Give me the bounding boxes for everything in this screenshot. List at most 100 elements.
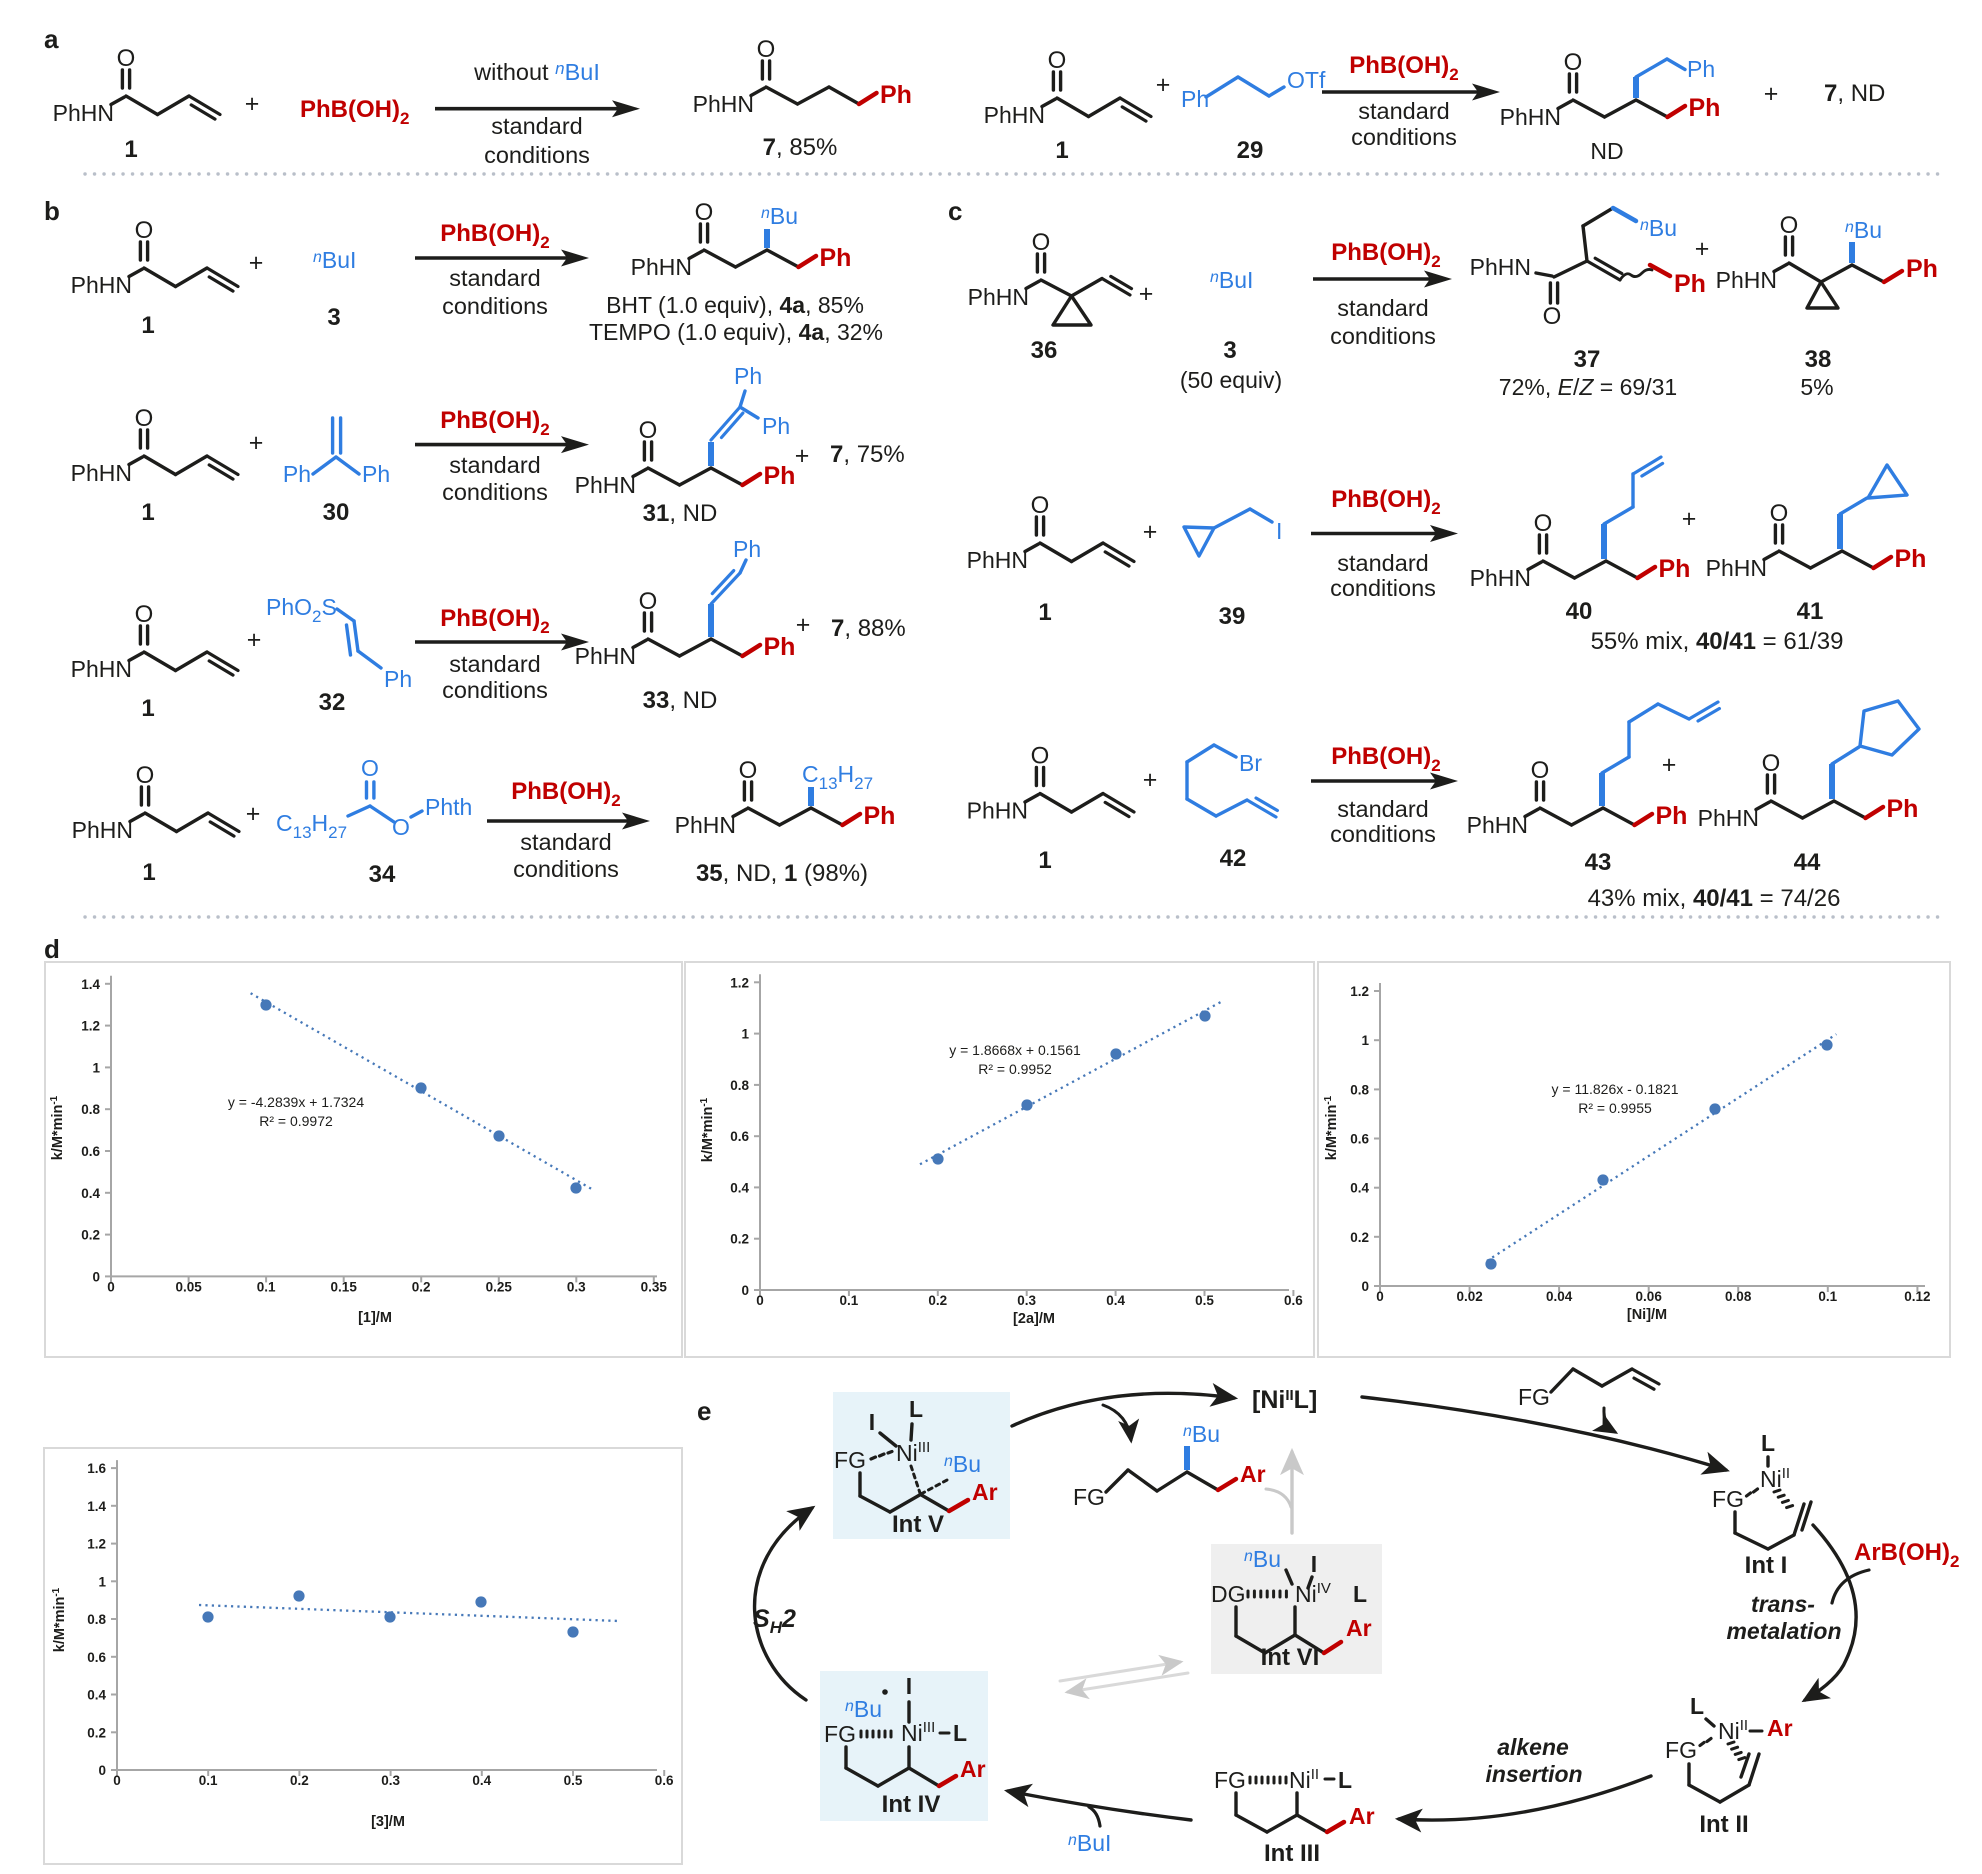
svg-text:55% mix, 40/41 = 61/39: 55% mix, 40/41 = 61/39 [1591, 628, 1844, 655]
svg-text:standard: standard [449, 265, 540, 291]
svg-text:1.4: 1.4 [81, 977, 100, 992]
svg-text:43: 43 [1585, 849, 1612, 876]
svg-text:PhB(OH)2: PhB(OH)2 [440, 605, 549, 637]
svg-text:0.15: 0.15 [331, 1279, 358, 1294]
svg-text:34: 34 [369, 861, 396, 888]
svg-text:1: 1 [1038, 599, 1051, 626]
svg-text:conditions: conditions [484, 142, 590, 168]
svg-text:R² = 0.9972: R² = 0.9972 [259, 1113, 333, 1129]
svg-text:5%: 5% [1800, 374, 1833, 400]
svg-text:PhHN: PhHN [1500, 104, 1561, 130]
svg-text:PhHN: PhHN [675, 812, 736, 838]
svg-text:38: 38 [1805, 346, 1832, 373]
svg-text:standard: standard [449, 651, 540, 677]
svg-text:nBu: nBu [1183, 1421, 1220, 1447]
svg-text:PhHN: PhHN [1467, 812, 1528, 838]
svg-text:O: O [1534, 510, 1553, 537]
svg-text:Int VI: Int VI [1261, 1644, 1320, 1671]
svg-text:PhHN: PhHN [631, 254, 692, 280]
svg-text:nBuI: nBuI [1068, 1830, 1111, 1856]
svg-text:Ar: Ar [972, 1479, 998, 1505]
svg-text:a: a [44, 24, 59, 54]
svg-text:C13H27: C13H27 [276, 810, 347, 842]
svg-text:Ph: Ph [1656, 802, 1688, 830]
svg-text:k/M*min-1: k/M*min-1 [49, 1095, 66, 1160]
svg-text:O: O [135, 601, 154, 628]
svg-text:O: O [1543, 303, 1562, 330]
svg-text:O: O [136, 762, 155, 789]
svg-text:PhHN: PhHN [53, 100, 114, 126]
svg-text:0: 0 [1361, 1279, 1369, 1294]
svg-text:L: L [953, 1720, 967, 1746]
svg-text:L: L [1353, 1581, 1367, 1607]
svg-text:R² = 0.9955: R² = 0.9955 [1578, 1100, 1652, 1116]
svg-text:41: 41 [1797, 598, 1824, 625]
svg-text:standard: standard [1337, 550, 1428, 576]
svg-text:Ph: Ph [283, 461, 311, 487]
svg-text:7, 75%: 7, 75% [830, 441, 905, 468]
svg-text:O: O [639, 417, 658, 444]
svg-text:TEMPO (1.0 equiv), 4a, 32%: TEMPO (1.0 equiv), 4a, 32% [589, 319, 883, 345]
svg-text:PhB(OH)2: PhB(OH)2 [511, 778, 620, 810]
svg-text:FG: FG [1712, 1486, 1744, 1512]
svg-text:+: + [796, 611, 811, 639]
svg-text:standard: standard [449, 452, 540, 478]
svg-text:+: + [1682, 505, 1697, 533]
svg-text:+: + [1143, 518, 1158, 546]
svg-text:O: O [392, 814, 410, 840]
svg-text:Ph: Ph [1659, 555, 1691, 583]
svg-text:PhO2S: PhO2S [266, 594, 337, 626]
svg-text:NiIII: NiIII [896, 1439, 930, 1466]
svg-text:SH2: SH2 [753, 1605, 796, 1637]
svg-text:O: O [1031, 743, 1050, 770]
svg-text:32: 32 [319, 689, 346, 716]
svg-text:nBu: nBu [1244, 1546, 1281, 1572]
svg-text:nBu: nBu [761, 203, 798, 229]
svg-text:standard: standard [1358, 98, 1449, 124]
svg-text:nBu: nBu [1845, 217, 1882, 243]
svg-text:0.5: 0.5 [564, 1773, 583, 1788]
svg-text:0.6: 0.6 [81, 1144, 100, 1159]
svg-text:1: 1 [1038, 847, 1051, 874]
svg-text:0.1: 0.1 [1818, 1289, 1837, 1304]
svg-text:conditions: conditions [1330, 575, 1436, 601]
svg-text:O: O [739, 757, 758, 784]
svg-text:conditions: conditions [513, 856, 619, 882]
svg-text:I: I [1276, 518, 1282, 544]
svg-text:BHT (1.0 equiv), 4a, 85%: BHT (1.0 equiv), 4a, 85% [606, 292, 864, 318]
svg-text:+: + [245, 90, 260, 118]
svg-text:PhHN: PhHN [984, 102, 1045, 128]
svg-text:0.4: 0.4 [472, 1773, 491, 1788]
svg-text:NiII: NiII [1760, 1465, 1790, 1492]
svg-text:Ph: Ph [734, 363, 762, 389]
svg-text:1.2: 1.2 [81, 1019, 100, 1034]
svg-text:standard: standard [1337, 295, 1428, 321]
svg-text:Int V: Int V [892, 1511, 944, 1538]
svg-text:Br: Br [1239, 750, 1262, 776]
svg-text:PhHN: PhHN [1698, 805, 1759, 831]
svg-text:y = 11.826x - 0.1821: y = 11.826x - 0.1821 [1552, 1081, 1679, 1097]
svg-text:33, ND: 33, ND [643, 687, 718, 714]
svg-text:0: 0 [113, 1773, 121, 1788]
svg-text:Ar: Ar [1767, 1715, 1793, 1741]
svg-text:0.04: 0.04 [1546, 1289, 1573, 1304]
svg-text:NiIII: NiIII [901, 1719, 935, 1746]
svg-text:Ph: Ph [733, 536, 761, 562]
svg-text:Ph: Ph [880, 81, 912, 109]
svg-text:+: + [1662, 751, 1677, 779]
svg-text:0.35: 0.35 [641, 1279, 668, 1294]
svg-text:PhHN: PhHN [967, 798, 1028, 824]
svg-text:Ph: Ph [1906, 255, 1938, 283]
svg-text:[Ni]/M: [Ni]/M [1627, 1307, 1667, 1323]
svg-text:0.1: 0.1 [199, 1773, 218, 1788]
svg-text:PhHN: PhHN [71, 656, 132, 682]
svg-text:O: O [1762, 750, 1781, 777]
svg-text:0: 0 [107, 1279, 115, 1294]
svg-text:O: O [117, 45, 136, 72]
svg-text:Ph: Ph [1674, 270, 1706, 298]
svg-text:0: 0 [92, 1269, 100, 1284]
svg-text:Ph: Ph [1687, 56, 1715, 82]
svg-text:k/M*min-1: k/M*min-1 [51, 1587, 68, 1652]
svg-text:0.4: 0.4 [81, 1186, 100, 1201]
svg-text:I: I [1311, 1551, 1317, 1577]
